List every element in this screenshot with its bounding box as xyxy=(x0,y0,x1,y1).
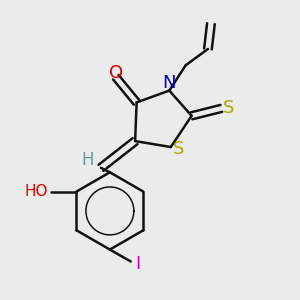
Text: O: O xyxy=(109,64,123,82)
Text: I: I xyxy=(135,255,140,273)
Text: S: S xyxy=(172,140,184,158)
Text: H: H xyxy=(81,152,94,169)
Text: S: S xyxy=(223,99,235,117)
Text: HO: HO xyxy=(25,184,48,199)
Text: N: N xyxy=(163,74,176,92)
